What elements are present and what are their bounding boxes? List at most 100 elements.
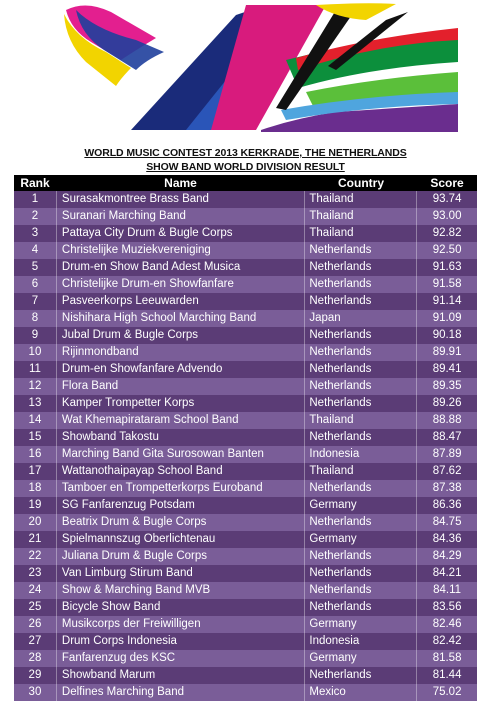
table-row: 13 Kamper Trompetter Korps Netherlands 89.2…	[14, 395, 477, 412]
table-row: 8 Nishihara High School Marching Band Japa…	[14, 310, 477, 327]
score-cell: 87.62	[416, 463, 477, 480]
name-header: Name	[164, 176, 197, 190]
score-cell: 90.18	[416, 327, 477, 344]
table-row: 14 Wat Khemapirataram School Band Thailand…	[14, 412, 477, 429]
table-row: 28 Fanfarenzug des KSC Germany 81.58	[14, 650, 477, 667]
name-cell: Christelijke Muziekvereniging	[55, 242, 304, 259]
name-cell: Delfines Marching Band	[55, 684, 304, 701]
rank-cell: 19	[28, 499, 42, 511]
table-row: 17 Wattanothaipayap School Band Thailand 87…	[14, 463, 477, 480]
name-cell: Kamper Trompetter Korps	[55, 395, 304, 412]
table-row: 4 Christelijke Muziekvereniging Netherland…	[14, 242, 477, 259]
name-cell: Show & Marching Band MVB	[55, 582, 304, 599]
table-row: 24 Show & Marching Band MVB Netherlands 84.…	[14, 582, 477, 599]
name-cell: Suranari Marching Band	[55, 208, 304, 225]
country-cell: Germany	[304, 616, 416, 633]
score-cell: 88.47	[416, 429, 477, 446]
score-cell: 93.74	[416, 191, 477, 208]
score-cell: 87.38	[416, 480, 477, 497]
name-cell: Showband Marum	[55, 667, 304, 684]
score-cell: 89.41	[416, 361, 477, 378]
score-header: Score	[430, 176, 464, 190]
name-cell: Marching Band Gita Surosowan Banten	[55, 446, 304, 463]
country-cell: Netherlands	[304, 361, 416, 378]
name-cell: Pasveerkorps Leeuwarden	[55, 293, 304, 310]
country-cell: Thailand	[304, 191, 416, 208]
name-cell: Fanfarenzug des KSC	[55, 650, 304, 667]
rank-cell: 5	[31, 261, 39, 273]
table-row: 23 Van Limburg Stirum Band Netherlands 84.2…	[14, 565, 477, 582]
name-cell: Tamboer en Trompetterkorps Euroband	[55, 480, 304, 497]
rank-cell: 10	[28, 346, 42, 358]
table-row: 30 Delfines Marching Band Mexico 75.02	[14, 684, 477, 701]
score-cell: 89.26	[416, 395, 477, 412]
table-row: 9 Jubal Drum & Bugle Corps Netherlands 90.1…	[14, 327, 477, 344]
table-row: 11 Drum-en Showfanfare Advendo Netherlands…	[14, 361, 477, 378]
score-cell: 84.11	[416, 582, 477, 599]
name-cell: Wat Khemapirataram School Band	[55, 412, 304, 429]
name-cell: Flora Band	[55, 378, 304, 395]
score-cell: 86.36	[416, 497, 477, 514]
name-cell: Drum-en Show Band Adest Musica	[55, 259, 304, 276]
name-cell: Jubal Drum & Bugle Corps	[55, 327, 304, 344]
score-cell: 87.89	[416, 446, 477, 463]
rank-cell: 29	[28, 669, 42, 681]
table-row: 21 Spielmannszug Oberlichtenau Germany 84.3…	[14, 531, 477, 548]
name-cell: Surasakmontree Brass Band	[55, 191, 304, 208]
table-row: 22 Juliana Drum & Bugle Corps Netherlands 8…	[14, 548, 477, 565]
name-cell: Pattaya City Drum & Bugle Corps	[55, 225, 304, 242]
table-row: 16 Marching Band Gita Surosowan Banten Ind…	[14, 446, 477, 463]
contest-logo-banner	[36, 0, 458, 132]
rank-cell: 18	[28, 482, 42, 494]
country-cell: Netherlands	[304, 293, 416, 310]
score-cell: 89.91	[416, 344, 477, 361]
score-cell: 83.56	[416, 599, 477, 616]
rank-cell: 24	[28, 584, 42, 596]
table-row: 26 Musikcorps der Freiwilligen Germany 82.4…	[14, 616, 477, 633]
table-row: 15 Showband Takostu Netherlands 88.47	[14, 429, 477, 446]
name-cell: Beatrix Drum & Bugle Corps	[55, 514, 304, 531]
name-cell: Christelijke Drum-en Showfanfare	[55, 276, 304, 293]
name-cell: Showband Takostu	[55, 429, 304, 446]
rank-cell: 6	[31, 278, 39, 290]
country-cell: Indonesia	[304, 446, 416, 463]
score-cell: 81.58	[416, 650, 477, 667]
country-cell: Netherlands	[304, 565, 416, 582]
score-cell: 91.09	[416, 310, 477, 327]
table-row: 12 Flora Band Netherlands 89.35	[14, 378, 477, 395]
rank-cell: 16	[28, 448, 42, 460]
rank-cell: 26	[28, 618, 42, 630]
country-cell: Netherlands	[304, 429, 416, 446]
rank-cell: 28	[28, 652, 42, 664]
table-row: 1 Surasakmontree Brass Band Thailand 93.74	[14, 191, 477, 208]
table-row: 7 Pasveerkorps Leeuwarden Netherlands 91.14	[14, 293, 477, 310]
country-cell: Netherlands	[304, 395, 416, 412]
table-row: 10 Rijinmondband Netherlands 89.91	[14, 344, 477, 361]
score-cell: 75.02	[416, 684, 477, 701]
rank-cell: 23	[28, 567, 42, 579]
score-cell: 93.00	[416, 208, 477, 225]
country-cell: Netherlands	[304, 327, 416, 344]
score-cell: 84.21	[416, 565, 477, 582]
country-cell: Netherlands	[304, 344, 416, 361]
rank-cell: 12	[28, 380, 42, 392]
rank-cell: 27	[28, 635, 42, 647]
score-cell: 91.14	[416, 293, 477, 310]
rank-cell: 17	[28, 465, 42, 477]
country-cell: Thailand	[304, 463, 416, 480]
country-cell: Netherlands	[304, 259, 416, 276]
rank-cell: 22	[28, 550, 42, 562]
score-cell: 81.44	[416, 667, 477, 684]
rank-cell: 15	[28, 431, 42, 443]
country-cell: Indonesia	[304, 633, 416, 650]
name-cell: Spielmannszug Oberlichtenau	[55, 531, 304, 548]
name-cell: Rijinmondband	[55, 344, 304, 361]
country-cell: Mexico	[304, 684, 416, 701]
score-cell: 82.42	[416, 633, 477, 650]
contest-title: WORLD MUSIC CONTEST 2013 KERKRADE, THE N…	[84, 147, 407, 159]
table-row: 6 Christelijke Drum-en Showfanfare Netherl…	[14, 276, 477, 293]
score-cell: 84.36	[416, 531, 477, 548]
country-cell: Germany	[304, 497, 416, 514]
score-cell: 82.46	[416, 616, 477, 633]
rank-cell: 11	[28, 363, 41, 375]
